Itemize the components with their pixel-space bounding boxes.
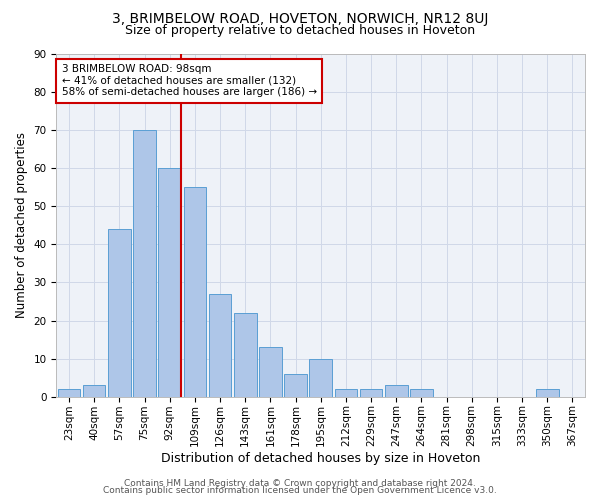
Y-axis label: Number of detached properties: Number of detached properties — [15, 132, 28, 318]
Bar — [259, 347, 281, 397]
Text: Size of property relative to detached houses in Hoveton: Size of property relative to detached ho… — [125, 24, 475, 37]
Bar — [133, 130, 156, 396]
Bar — [310, 358, 332, 397]
Bar — [284, 374, 307, 396]
Bar — [234, 313, 257, 396]
Bar — [184, 188, 206, 396]
Bar — [385, 386, 407, 396]
Bar — [158, 168, 181, 396]
Bar — [209, 294, 232, 396]
Text: Contains HM Land Registry data © Crown copyright and database right 2024.: Contains HM Land Registry data © Crown c… — [124, 478, 476, 488]
Bar — [536, 389, 559, 396]
Bar — [83, 386, 106, 396]
Text: 3, BRIMBELOW ROAD, HOVETON, NORWICH, NR12 8UJ: 3, BRIMBELOW ROAD, HOVETON, NORWICH, NR1… — [112, 12, 488, 26]
Bar — [335, 389, 357, 396]
Bar — [108, 229, 131, 396]
Bar — [410, 389, 433, 396]
Bar — [360, 389, 382, 396]
X-axis label: Distribution of detached houses by size in Hoveton: Distribution of detached houses by size … — [161, 452, 481, 465]
Text: Contains public sector information licensed under the Open Government Licence v3: Contains public sector information licen… — [103, 486, 497, 495]
Text: 3 BRIMBELOW ROAD: 98sqm
← 41% of detached houses are smaller (132)
58% of semi-d: 3 BRIMBELOW ROAD: 98sqm ← 41% of detache… — [62, 64, 317, 98]
Bar — [58, 389, 80, 396]
